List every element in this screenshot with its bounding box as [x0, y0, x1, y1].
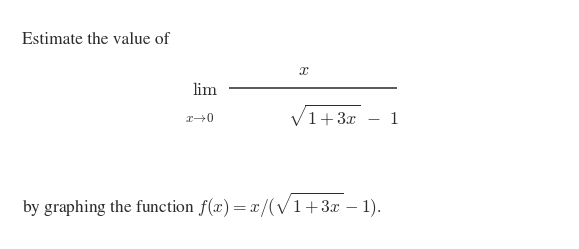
Text: $x\!\rightarrow\!0$: $x\!\rightarrow\!0$ [185, 112, 215, 125]
Text: by graphing the function $f(x) = x/(\sqrt{1+3x}-1)$.: by graphing the function $f(x) = x/(\sqr… [22, 191, 382, 220]
Text: $x$: $x$ [298, 63, 310, 79]
Text: $\mathrm{lim}$: $\mathrm{lim}$ [192, 82, 219, 99]
Text: Estimate the value of: Estimate the value of [22, 32, 170, 48]
Text: $\sqrt{1+3x}\ -\ 1$: $\sqrt{1+3x}\ -\ 1$ [288, 103, 398, 129]
